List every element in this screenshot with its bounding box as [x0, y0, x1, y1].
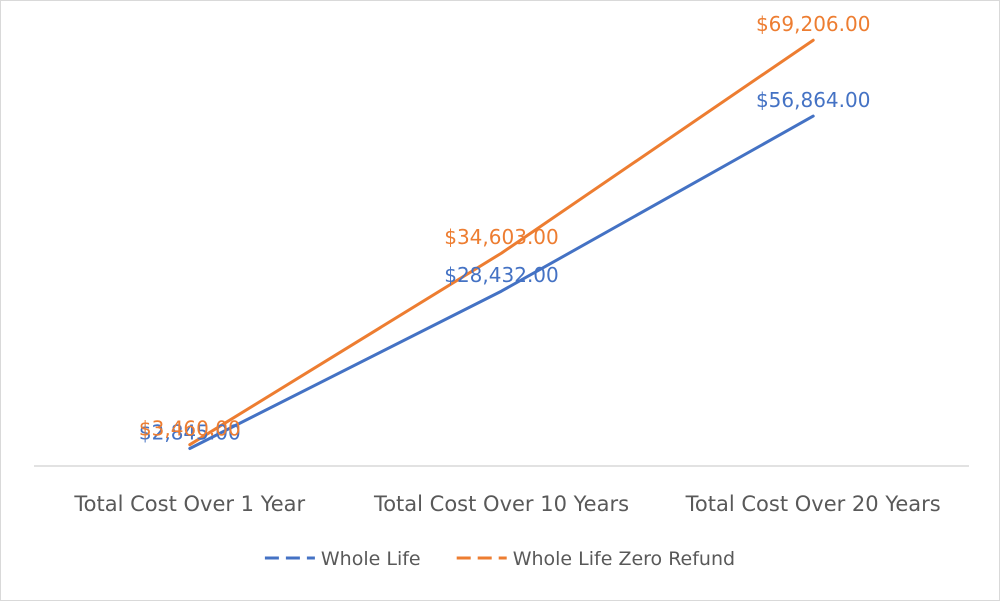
- legend-item-2: Whole Life Zero Refund: [456, 548, 735, 570]
- legend-label-2: Whole Life Zero Refund: [513, 548, 735, 570]
- data-label-s2-p3: $69,206.00: [756, 12, 871, 36]
- series-group: [188, 38, 815, 450]
- category-label-3: Total Cost Over 20 Years: [685, 492, 941, 516]
- legend: Whole Life Whole Life Zero Refund: [264, 548, 735, 570]
- category-label-2: Total Cost Over 10 Years: [373, 492, 629, 516]
- data-label-s1-p1: $2,845.00: [139, 421, 241, 445]
- series-line-2: [188, 38, 815, 447]
- data-label-s1-p2: $28,432.00: [444, 263, 559, 287]
- category-label-1: Total Cost Over 1 Year: [73, 492, 305, 516]
- data-labels-group: $2,845.00 $28,432.00 $56,864.00 $3,460.00 $3…: [139, 12, 871, 444]
- data-label-s2-p2: $34,603.00: [444, 225, 559, 249]
- category-axis-labels: Total Cost Over 1 Year Total Cost Over 10…: [73, 492, 940, 516]
- legend-item-1: Whole Life: [264, 548, 421, 570]
- data-label-s1-p3: $56,864.00: [756, 88, 871, 112]
- series-line-1: [188, 114, 815, 450]
- data-label-s2-p1: $3,460.00: [139, 417, 241, 441]
- legend-label-1: Whole Life: [321, 548, 421, 570]
